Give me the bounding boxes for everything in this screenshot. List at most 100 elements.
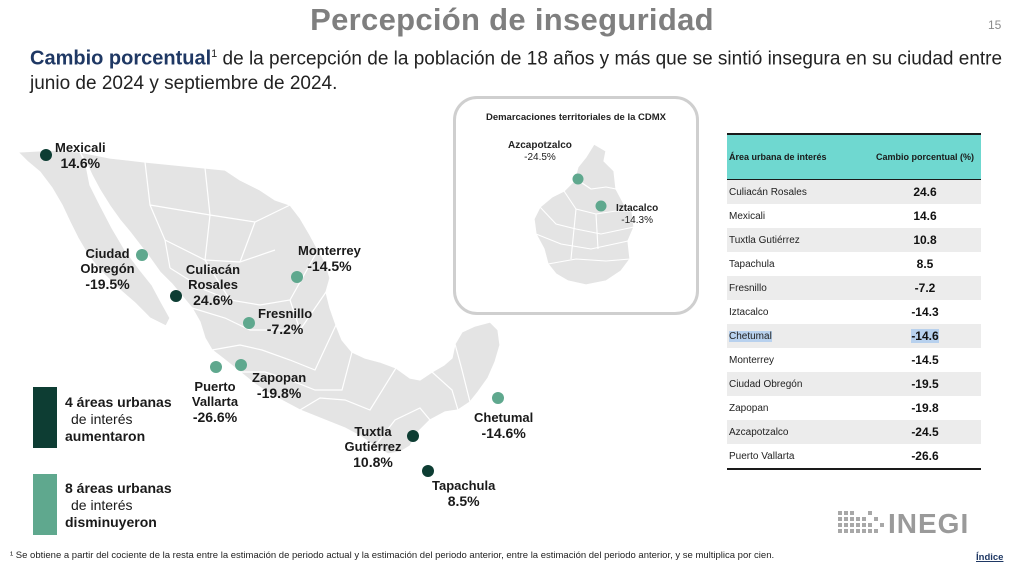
map-label-puerto-vallarta: Puerto Vallarta -26.6% [186, 379, 244, 426]
label-value: 10.8% [353, 454, 393, 470]
legend-increase-swatch [33, 387, 57, 448]
cell-area-text[interactable]: Chetumal [729, 330, 772, 342]
legend-increase-line3: aumentaron [65, 428, 146, 444]
data-table: Área urbana de interés Cambio porcentual… [727, 133, 981, 470]
table-row: Mexicali 14.6 [727, 204, 981, 228]
label-value: 14.6% [60, 155, 101, 171]
page-number: 15 [988, 18, 1002, 32]
label-value: 24.6% [193, 292, 233, 308]
marker-azcapotzalco [572, 173, 584, 185]
cell-area: Zapopan [729, 402, 769, 414]
cell-value: -19.8 [911, 401, 939, 415]
map-label-culiacan-rosales: Culiacán Rosales 24.6% [178, 262, 248, 309]
cell-value: -7.2 [914, 281, 936, 295]
cell-area: Puerto Vallarta [729, 450, 795, 462]
cell-value: -14.5 [911, 353, 939, 367]
label-name: Culiacán Rosales [185, 262, 241, 292]
mexico-map [16, 149, 501, 455]
table-row-highlighted[interactable]: Chetumal -14.6 [727, 324, 981, 348]
cell-value: -14.3 [911, 305, 939, 319]
table-row: Ciudad Obregón -19.5 [727, 372, 981, 396]
table-header: Área urbana de interés Cambio porcentual… [727, 135, 981, 180]
map-label-tapachula: Tapachula 8.5% [432, 478, 495, 510]
cell-value: -19.5 [911, 377, 939, 391]
cell-area: Iztacalco [729, 306, 769, 318]
subtitle: Cambio porcentual1 de la percepción de l… [30, 42, 1005, 96]
map-label-zapopan: Zapopan -19.8% [252, 370, 306, 402]
table-row: Culiacán Rosales 24.6 [727, 180, 981, 204]
cell-value: -14.6 [869, 329, 981, 343]
legend-decrease-text: 8 áreas urbanas de interés disminuyeron [65, 480, 172, 531]
cell-area: Mexicali [729, 210, 766, 222]
label-value: -14.6% [481, 425, 526, 441]
cell-value: -24.5 [911, 425, 939, 439]
label-name: Tapachula [432, 478, 496, 493]
label-value: -26.6% [192, 409, 238, 425]
label-name: Azcapotzalco [508, 140, 572, 151]
footnote: ¹ Se obtiene a partir del cociente de la… [10, 550, 775, 561]
label-value: -14.5% [307, 258, 352, 274]
cell-value: -26.6 [911, 449, 939, 463]
cell-area: Monterrey [729, 354, 775, 366]
label-name: Iztacalco [616, 203, 659, 214]
table-row: Iztacalco -14.3 [727, 300, 981, 324]
mainland-shape [78, 151, 501, 455]
label-name: Mexicali [55, 140, 106, 155]
label-name: Ciudad Obregón [80, 246, 135, 276]
cell-area: Fresnillo [729, 282, 767, 294]
cdmx-label-iztacalco: Iztacalco -14.3% [616, 203, 658, 227]
cell-value: 8.5 [916, 257, 934, 271]
cell-area: Chetumal [727, 330, 869, 342]
label-value: -24.5% [524, 152, 556, 163]
map-label-tuxtla-gutierrez: Tuxtla Gutiérrez 10.8% [338, 424, 408, 471]
subtitle-superscript: 1 [211, 48, 218, 60]
label-value: -7.2% [266, 321, 304, 337]
cdmx-inset: Demarcaciones territoriales de la CDMX A… [453, 96, 699, 315]
map-label-monterrey: Monterrey -14.5% [298, 243, 361, 275]
label-value: -19.8% [256, 385, 302, 401]
inegi-logo: INEGI [838, 508, 969, 540]
map-label-fresnillo: Fresnillo -7.2% [258, 306, 312, 338]
table-body: Culiacán Rosales 24.6 Mexicali 14.6 Tuxtla… [727, 180, 981, 468]
label-name: Monterrey [298, 243, 361, 258]
label-name: Fresnillo [258, 306, 313, 321]
table-header-change: Cambio porcentual (%) [875, 152, 974, 162]
table-row: Azcapotzalco -24.5 [727, 420, 981, 444]
inegi-logo-text: INEGI [888, 508, 970, 539]
cell-area: Culiacán Rosales [729, 186, 807, 198]
cdmx-shape [533, 143, 635, 286]
map-label-ciudad-obregon: Ciudad Obregón -19.5% [70, 246, 145, 293]
baja-california-shape [16, 149, 171, 327]
label-value: 8.5% [447, 493, 480, 509]
label-name: Chetumal [474, 410, 534, 425]
legend-increase-line2: de interés [71, 411, 133, 427]
cell-value: 24.6 [913, 185, 937, 199]
cell-value: 14.6 [913, 209, 937, 223]
label-name: Tuxtla Gutiérrez [344, 424, 402, 454]
cdmx-map [533, 143, 635, 286]
table-row: Monterrey -14.5 [727, 348, 981, 372]
label-name: Zapopan [252, 370, 307, 385]
legend-increase-line1: 4 áreas urbanas [65, 394, 172, 410]
cell-value-text[interactable]: -14.6 [911, 329, 939, 343]
map-label-chetumal: Chetumal -14.6% [474, 410, 533, 442]
cell-area: Tapachula [729, 258, 775, 270]
cdmx-title: Demarcaciones territoriales de la CDMX [485, 112, 667, 123]
subtitle-text: de la percepción de la población de 18 a… [30, 48, 1003, 95]
mexico-landmass [16, 149, 501, 455]
index-link[interactable]: Índice [976, 552, 1004, 563]
cell-value: 10.8 [913, 233, 937, 247]
state-borders [144, 161, 471, 447]
cell-area: Tuxtla Gutiérrez [729, 234, 800, 246]
table-header-area: Área urbana de interés [729, 152, 827, 162]
subtitle-bold: Cambio porcentual [30, 47, 212, 70]
legend-decrease-line1: 8 áreas urbanas [65, 480, 172, 496]
map-label-mexicali: Mexicali 14.6% [55, 140, 106, 172]
label-value: -19.5% [85, 276, 130, 292]
label-value: -14.3% [621, 215, 653, 226]
legend-increase-text: 4 áreas urbanas de interés aumentaron [65, 394, 172, 445]
slide-title: Percepción de inseguridad [310, 2, 714, 37]
cell-area: Azcapotzalco [729, 426, 789, 438]
legend-decrease-swatch [33, 474, 57, 535]
table-row: Zapopan -19.8 [727, 396, 981, 420]
